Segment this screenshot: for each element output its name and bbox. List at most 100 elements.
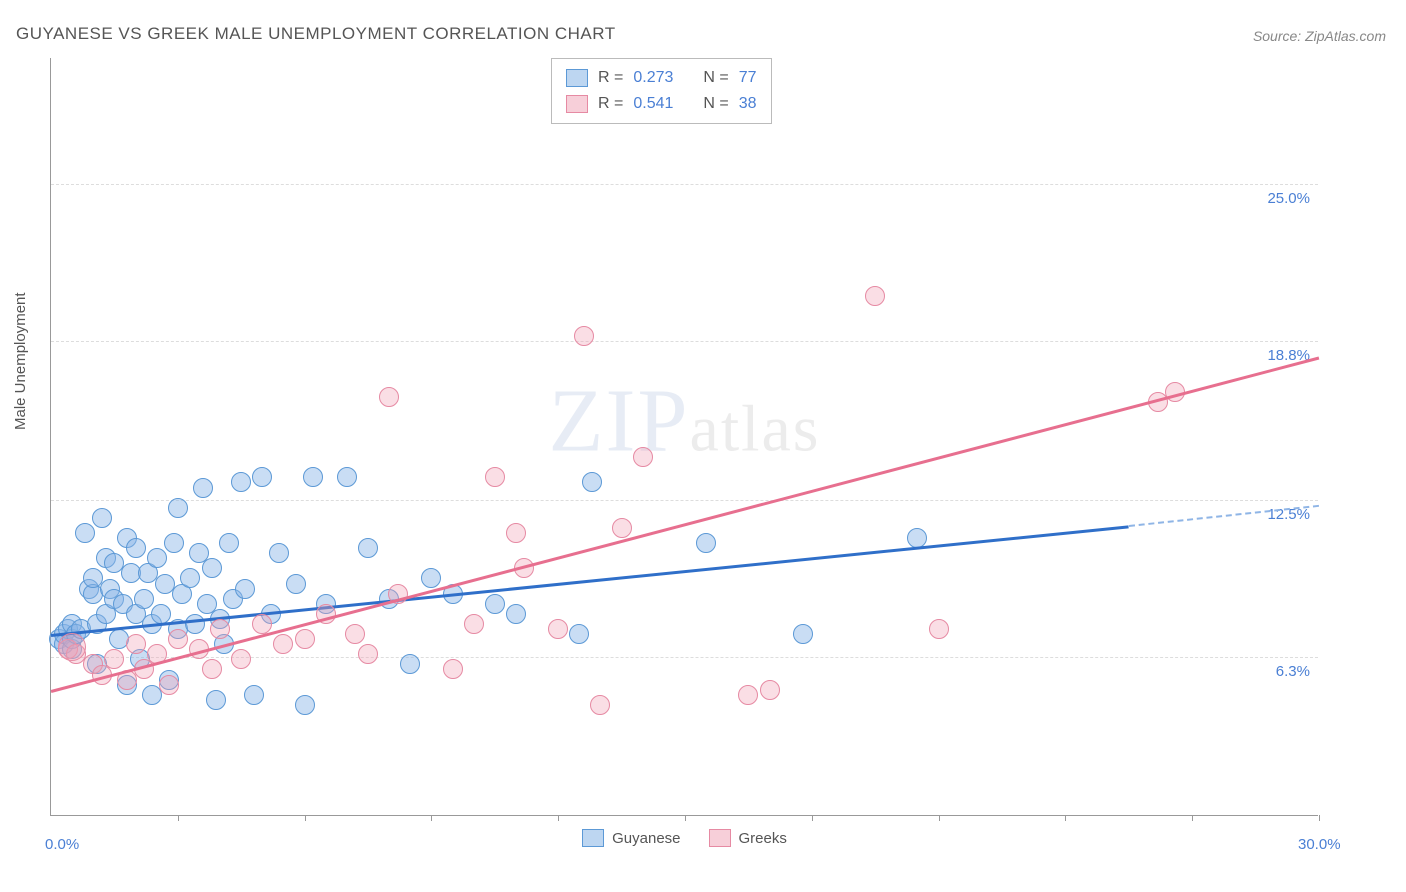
data-point	[159, 675, 179, 695]
data-point	[929, 619, 949, 639]
data-point	[303, 467, 323, 487]
x-tick	[939, 815, 940, 821]
legend-r-value: 0.541	[633, 91, 673, 117]
gridline	[51, 184, 1318, 185]
gridline	[51, 500, 1318, 501]
data-point	[633, 447, 653, 467]
data-point	[574, 326, 594, 346]
data-point	[168, 629, 188, 649]
y-axis-label: Male Unemployment	[12, 292, 29, 430]
data-point	[164, 533, 184, 553]
watermark-zip: ZIP	[549, 372, 690, 471]
x-tick	[558, 815, 559, 821]
x-tick	[1065, 815, 1066, 821]
legend-r-label: R =	[598, 91, 623, 117]
data-point	[569, 624, 589, 644]
data-point	[185, 614, 205, 634]
chart-title: GUYANESE VS GREEK MALE UNEMPLOYMENT CORR…	[16, 24, 616, 44]
data-point	[269, 543, 289, 563]
x-tick	[685, 815, 686, 821]
data-point	[151, 604, 171, 624]
legend-r-value: 0.273	[633, 65, 673, 91]
data-point	[193, 478, 213, 498]
legend-n-value: 38	[739, 91, 757, 117]
data-point	[231, 649, 251, 669]
legend-n-value: 77	[739, 65, 757, 91]
data-point	[202, 558, 222, 578]
data-point	[180, 568, 200, 588]
data-point	[126, 538, 146, 558]
legend-label: Guyanese	[612, 830, 680, 847]
data-point	[58, 633, 86, 661]
legend-swatch	[582, 829, 604, 847]
legend-row: R = 0.541 N = 38	[566, 91, 757, 117]
data-point	[443, 659, 463, 679]
data-point	[126, 634, 146, 654]
watermark-atlas: atlas	[690, 393, 821, 466]
data-point	[379, 387, 399, 407]
series-legend: Guyanese Greeks	[51, 829, 1318, 847]
x-tick	[178, 815, 179, 821]
legend-n-label: N =	[703, 65, 728, 91]
data-point	[147, 548, 167, 568]
data-point	[400, 654, 420, 674]
data-point	[345, 624, 365, 644]
data-point	[337, 467, 357, 487]
data-point	[104, 649, 124, 669]
source-label: Source:	[1253, 28, 1301, 44]
data-point	[286, 574, 306, 594]
data-point	[696, 533, 716, 553]
data-point	[738, 685, 758, 705]
data-point	[206, 690, 226, 710]
legend-r-label: R =	[598, 65, 623, 91]
data-point	[421, 568, 441, 588]
data-point	[358, 538, 378, 558]
legend-row: R = 0.273 N = 77	[566, 65, 757, 91]
data-point	[252, 614, 272, 634]
data-point	[548, 619, 568, 639]
data-point	[252, 467, 272, 487]
data-point	[273, 634, 293, 654]
correlation-legend: R = 0.273 N = 77 R = 0.541 N = 38	[551, 58, 772, 124]
legend-item: Guyanese	[582, 829, 680, 847]
plot-area: ZIPatlas R =0.273N =77R =0.541N =38 Guya…	[50, 58, 1318, 816]
y-tick-label: 6.3%	[1276, 663, 1310, 680]
legend-n-label: N =	[703, 91, 728, 117]
data-point	[464, 614, 484, 634]
legend-swatch	[709, 829, 731, 847]
gridline	[51, 341, 1318, 342]
data-point	[485, 594, 505, 614]
data-point	[590, 695, 610, 715]
x-tick	[305, 815, 306, 821]
data-point	[506, 604, 526, 624]
data-point	[582, 472, 602, 492]
legend-swatch	[566, 69, 588, 87]
data-point	[612, 518, 632, 538]
data-point	[219, 533, 239, 553]
legend-label: Greeks	[739, 830, 787, 847]
data-point	[202, 659, 222, 679]
data-point	[793, 624, 813, 644]
data-point	[295, 695, 315, 715]
data-point	[210, 619, 230, 639]
x-tick	[812, 815, 813, 821]
data-point	[760, 680, 780, 700]
x-tick	[431, 815, 432, 821]
data-point	[231, 472, 251, 492]
data-point	[134, 589, 154, 609]
trend-line	[51, 525, 1129, 636]
x-tick	[1192, 815, 1193, 821]
x-origin-label: 0.0%	[45, 836, 79, 853]
data-point	[865, 286, 885, 306]
data-point	[235, 579, 255, 599]
watermark: ZIPatlas	[549, 370, 821, 473]
data-point	[358, 644, 378, 664]
y-tick-label: 25.0%	[1267, 190, 1310, 207]
data-point	[485, 467, 505, 487]
x-max-label: 30.0%	[1298, 836, 1341, 853]
legend-swatch	[566, 95, 588, 113]
source-attribution: Source: ZipAtlas.com	[1253, 28, 1386, 44]
data-point	[244, 685, 264, 705]
legend-item: Greeks	[709, 829, 787, 847]
data-point	[75, 523, 95, 543]
